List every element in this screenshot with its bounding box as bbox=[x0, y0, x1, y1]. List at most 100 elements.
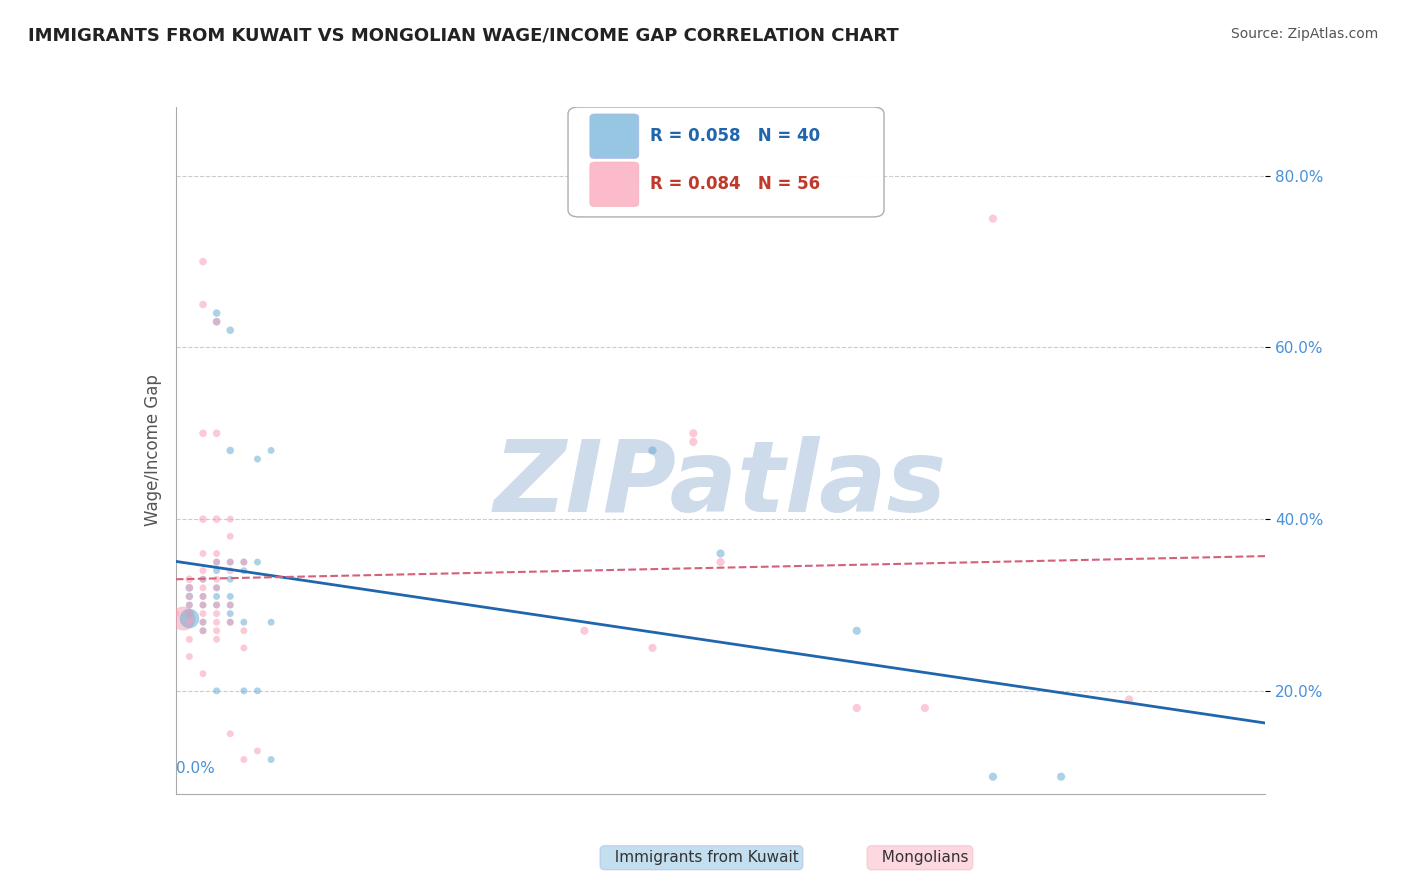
Point bbox=[205, 546, 228, 561]
Point bbox=[165, 607, 187, 621]
Point bbox=[219, 564, 242, 578]
Point bbox=[191, 297, 214, 311]
Point bbox=[710, 546, 733, 561]
Point bbox=[191, 254, 214, 268]
Point bbox=[191, 590, 214, 604]
Point bbox=[179, 598, 201, 612]
Point bbox=[260, 615, 283, 630]
Text: ZIPatlas: ZIPatlas bbox=[494, 436, 948, 533]
Point bbox=[179, 590, 201, 604]
Point bbox=[179, 611, 201, 625]
Point bbox=[246, 452, 269, 467]
Point bbox=[260, 753, 283, 767]
Point bbox=[179, 581, 201, 595]
Point bbox=[1118, 692, 1140, 706]
Point bbox=[219, 615, 242, 630]
Point bbox=[219, 529, 242, 543]
Point bbox=[179, 572, 201, 586]
Point bbox=[205, 632, 228, 647]
Point bbox=[246, 555, 269, 569]
Point bbox=[191, 598, 214, 612]
Point bbox=[205, 572, 228, 586]
Point bbox=[191, 615, 214, 630]
Point bbox=[682, 434, 704, 449]
Point bbox=[219, 443, 242, 458]
Point bbox=[179, 607, 201, 621]
Point bbox=[260, 443, 283, 458]
Point bbox=[219, 555, 242, 569]
Point bbox=[191, 666, 214, 681]
Point bbox=[191, 512, 214, 526]
Point bbox=[205, 581, 228, 595]
Point bbox=[205, 426, 228, 441]
FancyBboxPatch shape bbox=[591, 114, 638, 159]
Point bbox=[232, 555, 254, 569]
Point bbox=[205, 581, 228, 595]
Point bbox=[219, 615, 242, 630]
Point bbox=[205, 555, 228, 569]
Point bbox=[179, 632, 201, 647]
Point bbox=[205, 315, 228, 329]
Point bbox=[219, 512, 242, 526]
Point bbox=[191, 564, 214, 578]
Point bbox=[219, 607, 242, 621]
Point bbox=[232, 615, 254, 630]
Point bbox=[981, 770, 1004, 784]
Point bbox=[205, 555, 228, 569]
FancyBboxPatch shape bbox=[568, 107, 884, 217]
Point bbox=[219, 590, 242, 604]
Point bbox=[1050, 770, 1073, 784]
Point bbox=[191, 624, 214, 638]
Point bbox=[179, 607, 201, 621]
Text: R = 0.084   N = 56: R = 0.084 N = 56 bbox=[650, 175, 820, 193]
Point bbox=[205, 598, 228, 612]
Point bbox=[232, 640, 254, 655]
Point bbox=[191, 546, 214, 561]
Point bbox=[179, 581, 201, 595]
Point bbox=[191, 572, 214, 586]
Text: Mongolians: Mongolians bbox=[872, 850, 969, 865]
Point bbox=[205, 683, 228, 698]
Point bbox=[641, 640, 664, 655]
Point bbox=[191, 590, 214, 604]
Text: IMMIGRANTS FROM KUWAIT VS MONGOLIAN WAGE/INCOME GAP CORRELATION CHART: IMMIGRANTS FROM KUWAIT VS MONGOLIAN WAGE… bbox=[28, 27, 898, 45]
Point bbox=[232, 753, 254, 767]
Point bbox=[205, 590, 228, 604]
Point bbox=[205, 615, 228, 630]
Point bbox=[191, 581, 214, 595]
Point bbox=[191, 607, 214, 621]
Point bbox=[205, 315, 228, 329]
Point bbox=[205, 512, 228, 526]
Point bbox=[205, 624, 228, 638]
Point bbox=[191, 598, 214, 612]
FancyBboxPatch shape bbox=[591, 162, 638, 207]
Point bbox=[179, 598, 201, 612]
Point bbox=[232, 624, 254, 638]
Point bbox=[574, 624, 596, 638]
Text: R = 0.058   N = 40: R = 0.058 N = 40 bbox=[650, 127, 820, 145]
Point bbox=[710, 555, 733, 569]
Point bbox=[219, 555, 242, 569]
Point bbox=[191, 572, 214, 586]
Point bbox=[914, 701, 936, 715]
Point bbox=[682, 426, 704, 441]
Text: Source: ZipAtlas.com: Source: ZipAtlas.com bbox=[1230, 27, 1378, 41]
Text: Immigrants from Kuwait: Immigrants from Kuwait bbox=[605, 850, 799, 865]
Point bbox=[179, 649, 201, 664]
Point bbox=[191, 426, 214, 441]
Point bbox=[845, 624, 868, 638]
Point bbox=[232, 555, 254, 569]
Point bbox=[219, 598, 242, 612]
Point bbox=[232, 683, 254, 698]
Point bbox=[981, 211, 1004, 226]
Point bbox=[191, 624, 214, 638]
Point bbox=[191, 615, 214, 630]
Point bbox=[205, 598, 228, 612]
Point bbox=[232, 564, 254, 578]
Point bbox=[179, 590, 201, 604]
Point bbox=[172, 611, 194, 625]
Point bbox=[219, 727, 242, 741]
Point bbox=[219, 598, 242, 612]
Point bbox=[205, 564, 228, 578]
Point bbox=[219, 323, 242, 337]
